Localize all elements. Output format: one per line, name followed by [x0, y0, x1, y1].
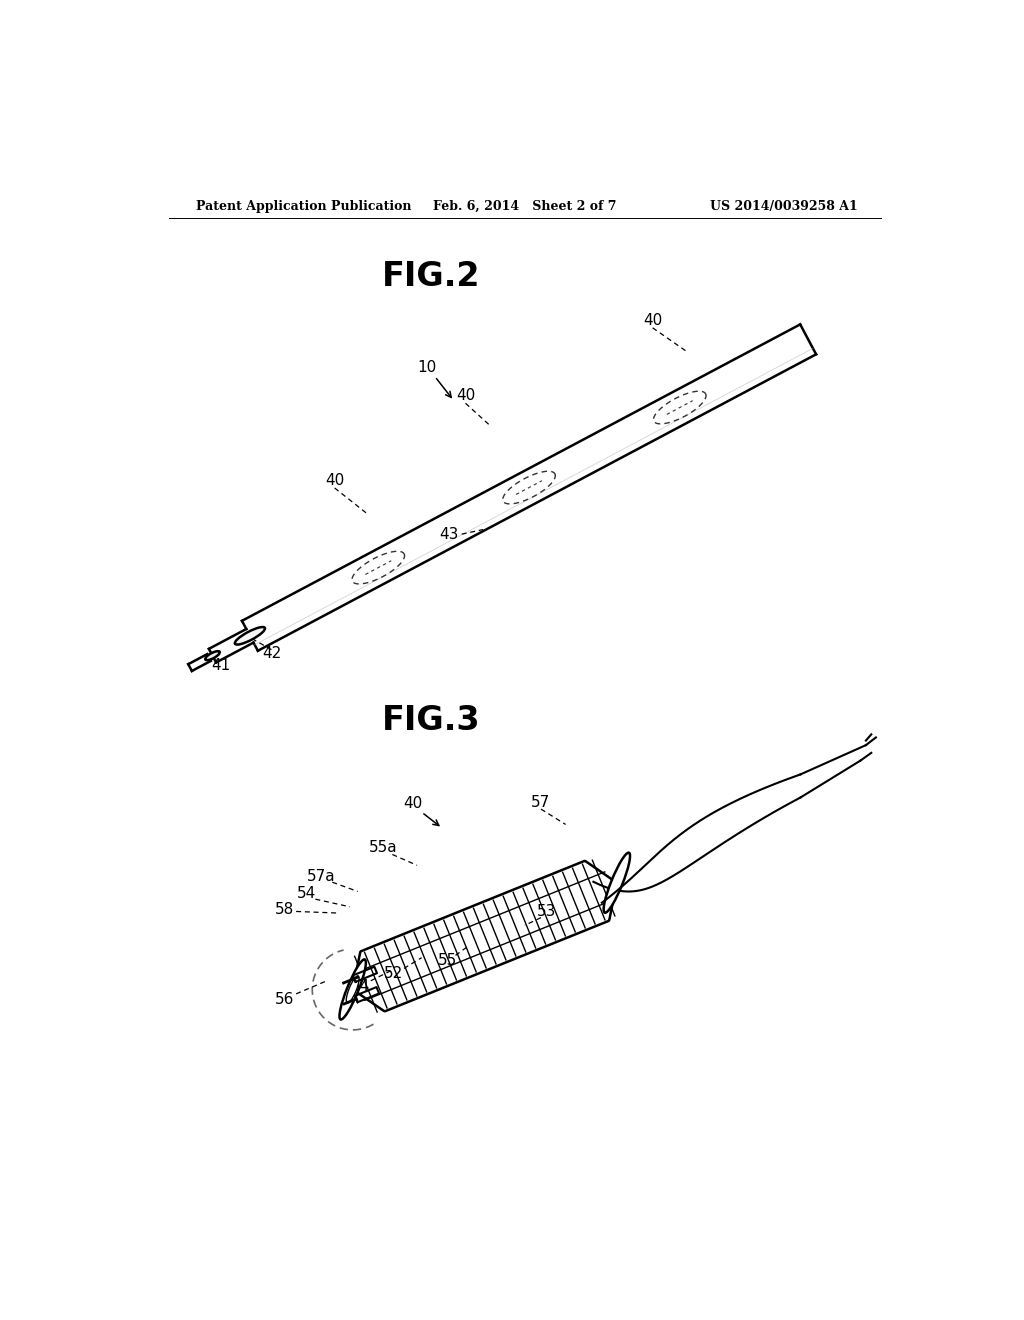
Text: 57a: 57a [307, 869, 336, 883]
Ellipse shape [234, 627, 265, 644]
Text: 55: 55 [438, 953, 458, 969]
Text: 56: 56 [274, 991, 294, 1007]
Text: 54: 54 [350, 978, 370, 994]
Text: FIG.2: FIG.2 [382, 260, 480, 293]
Ellipse shape [603, 853, 630, 913]
Text: 42: 42 [262, 645, 282, 661]
Text: 54: 54 [297, 886, 315, 902]
Text: 55a: 55a [369, 840, 397, 855]
Ellipse shape [346, 975, 359, 1003]
Text: 40: 40 [643, 313, 663, 327]
Ellipse shape [205, 651, 220, 660]
Text: FIG.3: FIG.3 [382, 704, 480, 737]
Ellipse shape [340, 960, 366, 1019]
Text: 40: 40 [456, 388, 475, 403]
Text: Feb. 6, 2014   Sheet 2 of 7: Feb. 6, 2014 Sheet 2 of 7 [433, 199, 616, 213]
Text: 10: 10 [418, 360, 436, 375]
Text: US 2014/0039258 A1: US 2014/0039258 A1 [711, 199, 858, 213]
Text: 41: 41 [211, 657, 230, 673]
Text: 43: 43 [439, 527, 459, 541]
Text: 57: 57 [531, 795, 551, 809]
Text: 58: 58 [274, 902, 294, 916]
Text: 40: 40 [403, 796, 423, 812]
Text: 52: 52 [384, 965, 403, 981]
Text: 53: 53 [537, 904, 556, 919]
Text: 40: 40 [325, 473, 344, 488]
Text: Patent Application Publication: Patent Application Publication [196, 199, 412, 213]
